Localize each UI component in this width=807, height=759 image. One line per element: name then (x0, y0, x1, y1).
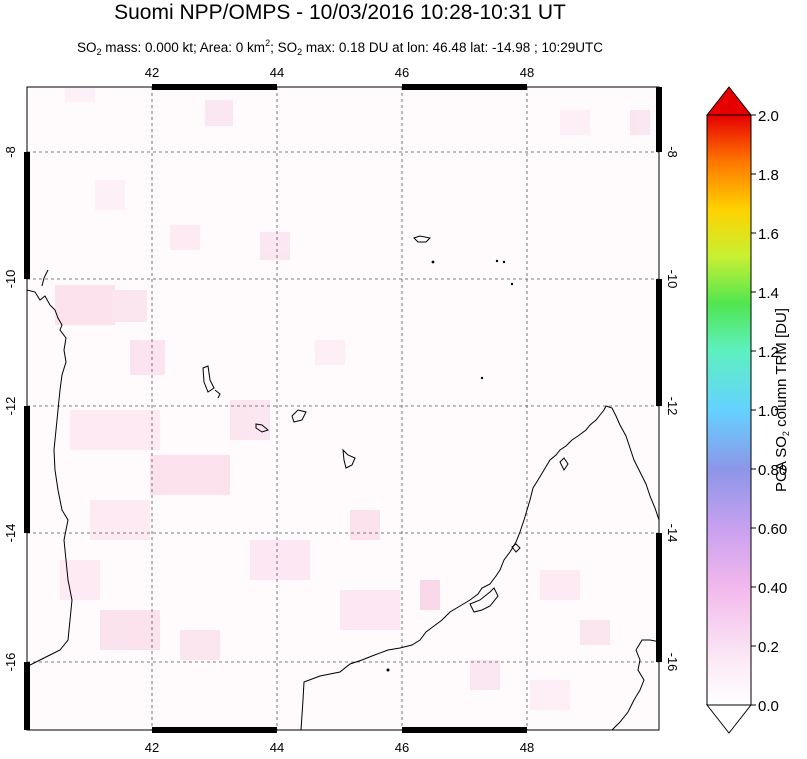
colorbar-label: 1.2 (758, 344, 779, 361)
lon-label-bottom: 46 (395, 740, 409, 755)
colorbar-label: 1.4 (758, 285, 779, 302)
lat-label-left: -10 (3, 270, 18, 289)
colorbar-max-arrow (705, 86, 753, 116)
lon-label-bottom: 42 (145, 740, 159, 755)
graticule (27, 87, 659, 730)
colorbar-label: 1.0 (758, 403, 779, 420)
colorbar: 2.0 1.8 1.6 1.4 1.2 1.0 0.80 0.60 0.40 0… (705, 86, 787, 734)
lat-label-left: -16 (3, 653, 18, 672)
coastlines (27, 235, 659, 730)
lat-label-right: -12 (665, 397, 680, 416)
lat-label-right: -14 (665, 524, 680, 543)
so2-data-pixels (55, 88, 650, 710)
lat-label-left: -8 (3, 146, 18, 158)
lon-label-bottom: 48 (520, 740, 534, 755)
lat-label-left: -14 (3, 524, 18, 543)
lon-labels-top: 42 44 46 48 (145, 65, 534, 80)
colorbar-min-arrow (705, 704, 753, 734)
frame-bars (24, 84, 662, 733)
lat-label-right: -10 (665, 270, 680, 289)
colorbar-label: 0.40 (758, 580, 787, 597)
colorbar-label: 0.80 (758, 462, 787, 479)
lon-labels-bottom: 42 44 46 48 (145, 740, 534, 755)
map-subtitle: SO2 mass: 0.000 kt; Area: 0 km2; SO2 max… (76, 38, 604, 57)
lon-label-bottom: 44 (270, 740, 284, 755)
lon-label-top: 42 (145, 65, 159, 80)
colorbar-label: 1.6 (758, 226, 779, 243)
lat-labels-right: -8 -10 -12 -14 -16 (665, 146, 680, 671)
lat-label-left: -12 (3, 397, 18, 416)
colorbar-gradient (706, 114, 752, 706)
colorbar-title: PCA SO2 column TRM [DU] (773, 308, 791, 492)
colorbar-ticks (751, 114, 756, 706)
colorbar-label: 0.60 (758, 521, 787, 538)
lat-label-right: -16 (665, 653, 680, 672)
small-islands (386, 259, 514, 672)
colorbar-label: 0.0 (758, 698, 779, 715)
lon-label-top: 48 (520, 65, 534, 80)
lon-label-top: 44 (270, 65, 284, 80)
colorbar-labels: 2.0 1.8 1.6 1.4 1.2 1.0 0.80 0.60 0.40 0… (758, 108, 787, 715)
colorbar-label: 0.2 (758, 639, 779, 656)
lat-labels-left: -8 -10 -12 -14 -16 (3, 146, 18, 671)
colorbar-label: 1.8 (758, 167, 779, 184)
lat-label-right: -8 (665, 146, 680, 158)
lon-label-top: 46 (395, 65, 409, 80)
colorbar-label: 2.0 (758, 108, 779, 125)
map-title: Suomi NPP/OMPS - 10/03/2016 10:28-10:31 … (114, 1, 566, 24)
